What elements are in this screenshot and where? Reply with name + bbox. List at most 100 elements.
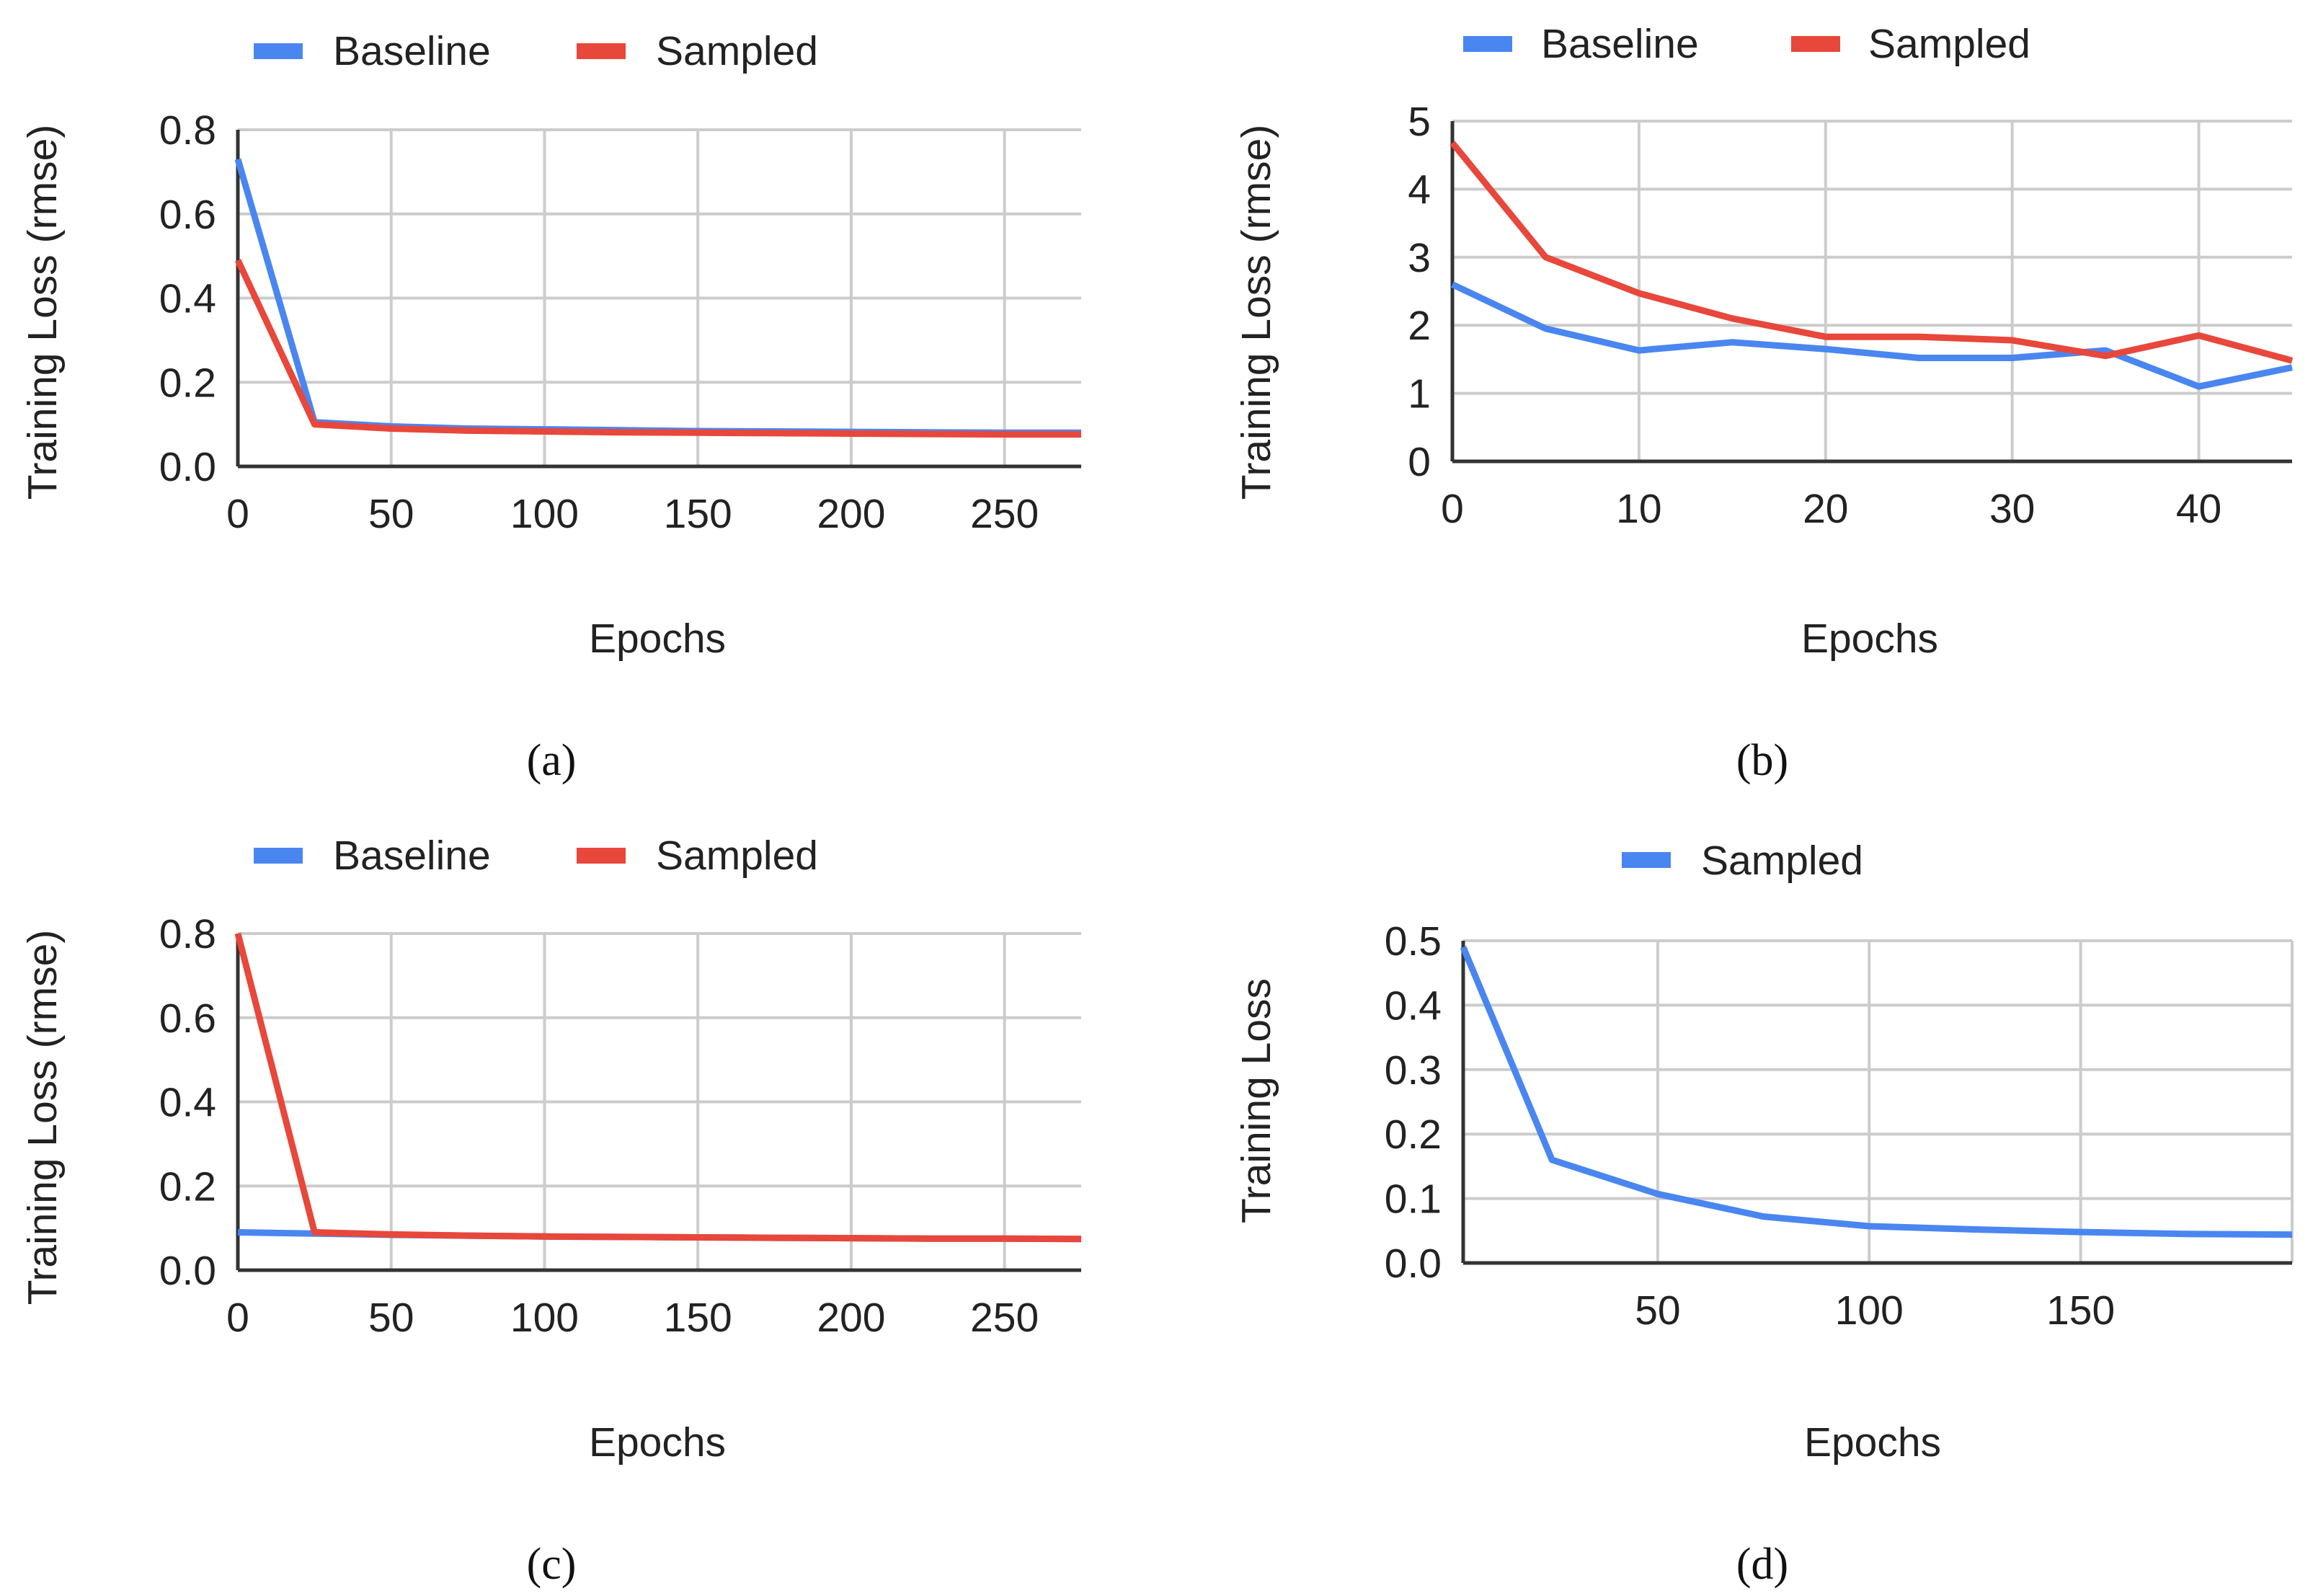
chart-d-xtick-label: 100 — [1835, 1287, 1904, 1334]
chart-a-ytick-label: 0.2 — [159, 360, 216, 406]
chart-c-legend-swatch-baseline — [254, 848, 303, 864]
chart-a-caption-letter: a — [541, 736, 561, 785]
chart-c-ytick-label: 0.8 — [159, 911, 216, 957]
chart-c-ytick-label: 0.6 — [159, 996, 216, 1042]
chart-d-xtick-label: 150 — [2046, 1287, 2115, 1334]
chart-a-ytick-label: 0.6 — [159, 192, 216, 238]
chart-c-plot-area: 0.0 0.2 0.4 0.6 0.8 0 50 100 150 200 250 — [159, 911, 1082, 1341]
chart-a-xtick-label: 100 — [510, 491, 579, 537]
chart-a-x-axis-label: Epochs — [589, 616, 726, 662]
chart-a-legend-item-sampled[interactable]: Sampled — [577, 28, 818, 74]
chart-a-legend-label-sampled: Sampled — [656, 28, 818, 74]
chart-c-ytick-label: 0.2 — [159, 1163, 216, 1210]
chart-b-xtick-label: 20 — [1803, 486, 1848, 532]
chart-a-xtick-label: 50 — [368, 491, 414, 537]
chart-a-legend-swatch-sampled — [577, 43, 626, 59]
chart-b-legend-item-baseline[interactable]: Baseline — [1463, 21, 1699, 67]
chart-a-ytick-label: 0.8 — [159, 107, 216, 154]
chart-panel-d: Sampled 0.0 0.1 0.2 0.3 0.4 0.5 50 100 150 Train… — [1233, 838, 2294, 1589]
chart-c-legend: Baseline Sampled — [254, 833, 818, 879]
chart-b-xtick-label: 30 — [1989, 486, 2035, 532]
chart-c-xtick-label: 200 — [817, 1295, 885, 1341]
chart-b-legend-label-baseline: Baseline — [1541, 21, 1699, 67]
chart-d-ytick-label: 0.5 — [1385, 918, 1442, 965]
chart-c-legend-item-sampled[interactable]: Sampled — [577, 833, 818, 879]
chart-b-xtick-label: 40 — [2176, 486, 2221, 532]
chart-a-xtick-label: 150 — [664, 491, 732, 537]
chart-c-xtick-label: 250 — [970, 1295, 1039, 1341]
chart-a-legend-label-baseline: Baseline — [333, 28, 491, 74]
chart-a-legend-item-baseline[interactable]: Baseline — [254, 28, 491, 74]
chart-d-ytick-label: 0.0 — [1385, 1241, 1442, 1287]
chart-d-caption-letter: d — [1752, 1540, 1774, 1589]
chart-b-caption: (b) — [1736, 736, 1788, 785]
chart-d-ytick-label: 0.1 — [1385, 1176, 1442, 1223]
chart-a-caption-open: ( — [527, 736, 542, 785]
chart-c-y-axis-label: Training Loss (rmse) — [19, 930, 66, 1305]
chart-d-plot-area: 0.0 0.1 0.2 0.3 0.4 0.5 50 100 150 — [1385, 918, 2294, 1334]
chart-c-legend-swatch-sampled — [577, 848, 626, 864]
chart-c-xtick-label: 0 — [226, 1295, 249, 1341]
chart-a-ytick-label: 0.4 — [159, 276, 216, 322]
chart-c-caption-open: ( — [527, 1540, 542, 1589]
chart-a-caption: (a) — [527, 736, 577, 785]
chart-a-plot-area: 0.0 0.2 0.4 0.6 0.8 0 50 100 150 200 250 — [159, 107, 1081, 537]
chart-d-legend-item-sampled[interactable]: Sampled — [1622, 838, 1863, 884]
chart-a-series-baseline-line — [234, 158, 1081, 436]
chart-b-legend-swatch-sampled — [1791, 36, 1840, 52]
chart-a-xtick-label: 0 — [226, 491, 249, 537]
chart-c-caption-close: ) — [561, 1540, 577, 1589]
chart-b-x-axis-label: Epochs — [1801, 616, 1938, 662]
chart-b-ytick-label: 1 — [1408, 371, 1431, 417]
chart-b-caption-open: ( — [1736, 736, 1752, 785]
chart-b-ytick-label: 5 — [1408, 99, 1431, 145]
chart-c-xtick-label: 150 — [664, 1295, 732, 1341]
chart-c-ytick-label: 0.0 — [159, 1248, 216, 1294]
chart-b-xtick-label: 0 — [1441, 486, 1464, 532]
chart-b-legend: Baseline Sampled — [1463, 21, 2030, 67]
chart-d-ytick-label: 0.4 — [1385, 983, 1442, 1029]
chart-d-x-axis-label: Epochs — [1804, 1419, 1941, 1466]
chart-b-ytick-label: 3 — [1408, 235, 1431, 281]
chart-b-ytick-label: 0 — [1408, 439, 1431, 485]
chart-b-ytick-label: 4 — [1408, 167, 1431, 213]
chart-b-series-baseline-line — [1451, 281, 2293, 390]
chart-a-xtick-label: 200 — [817, 491, 885, 537]
chart-a-legend-swatch-baseline — [254, 43, 303, 59]
chart-c-ytick-label: 0.4 — [159, 1080, 216, 1126]
chart-d-caption-close: ) — [1774, 1540, 1789, 1589]
chart-b-y-axis-label: Training Loss (rmse) — [1233, 125, 1279, 500]
chart-d-y-axis-label: Training Loss — [1233, 978, 1279, 1223]
chart-c-xtick-label: 50 — [368, 1295, 414, 1341]
chart-d-ytick-label: 0.3 — [1385, 1047, 1442, 1094]
chart-panel-c: Baseline Sampled 0.0 0.2 0.4 0.6 0.8 0 50 100 15… — [19, 833, 1082, 1589]
chart-panel-b: Baseline Sampled 0 1 2 3 4 5 0 10 20 30 40 Trainin… — [1233, 21, 2294, 785]
chart-c-caption-letter: c — [541, 1540, 561, 1589]
chart-a-xtick-label: 250 — [970, 491, 1039, 537]
chart-b-series-sampled-line — [1449, 141, 2294, 364]
chart-a-caption-close: ) — [561, 736, 577, 785]
chart-b-ytick-label: 2 — [1408, 303, 1431, 349]
chart-b-caption-close: ) — [1774, 736, 1789, 785]
chart-d-caption: (d) — [1736, 1540, 1788, 1589]
chart-b-xtick-label: 10 — [1616, 486, 1661, 532]
chart-panel-a: Baseline Sampled 0.0 0.2 0.4 0.6 0.8 0 50 100 15… — [19, 28, 1081, 785]
chart-c-legend-item-baseline[interactable]: Baseline — [254, 833, 491, 879]
chart-c-caption: (c) — [527, 1540, 577, 1589]
chart-a-legend: Baseline Sampled — [254, 28, 818, 74]
chart-c-legend-label-baseline: Baseline — [333, 833, 491, 879]
chart-c-series-sampled-line — [234, 932, 1082, 1243]
chart-a-y-axis-label: Training Loss (rmse) — [19, 125, 66, 500]
chart-b-caption-letter: b — [1752, 736, 1774, 785]
chart-a-series-sampled-line — [234, 259, 1081, 438]
chart-d-xtick-label: 50 — [1635, 1287, 1680, 1334]
chart-c-xtick-label: 100 — [510, 1295, 579, 1341]
chart-d-legend-swatch-sampled — [1622, 852, 1671, 868]
chart-d-legend-label-sampled: Sampled — [1701, 838, 1863, 884]
chart-c-legend-label-sampled: Sampled — [656, 833, 818, 879]
chart-d-ytick-label: 0.2 — [1385, 1112, 1442, 1158]
chart-c-x-axis-label: Epochs — [589, 1419, 726, 1466]
chart-d-legend: Sampled — [1622, 838, 1863, 884]
chart-b-legend-item-sampled[interactable]: Sampled — [1791, 21, 2030, 67]
